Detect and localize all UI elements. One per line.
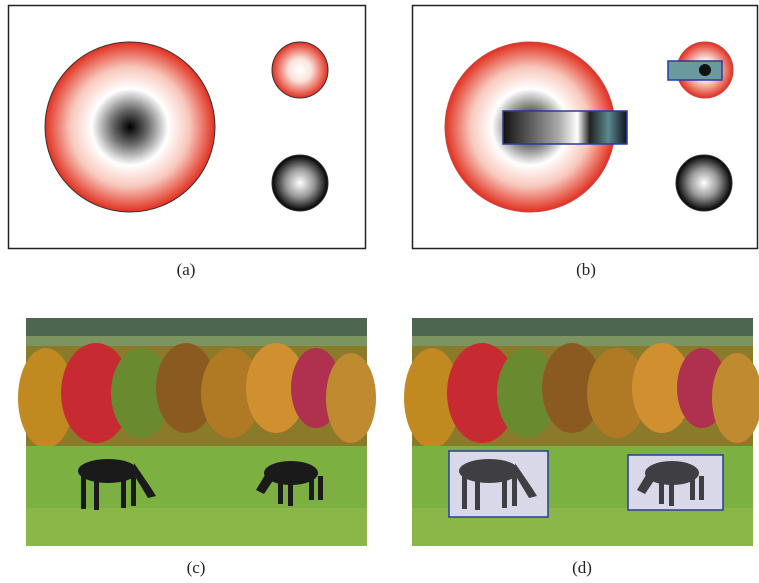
caption: (b) bbox=[576, 260, 596, 279]
panel-a bbox=[9, 6, 366, 249]
page: (a) (b) (c) (d) (() => { const data = JS… bbox=[0, 0, 759, 583]
caption: (c) bbox=[187, 558, 206, 577]
caption: (d) bbox=[572, 558, 592, 577]
panel-c bbox=[18, 318, 376, 546]
panel-b bbox=[413, 6, 758, 249]
caption: (a) bbox=[177, 260, 196, 279]
figure: (a) (b) (c) (d) bbox=[0, 0, 759, 583]
panel-d bbox=[404, 318, 759, 546]
